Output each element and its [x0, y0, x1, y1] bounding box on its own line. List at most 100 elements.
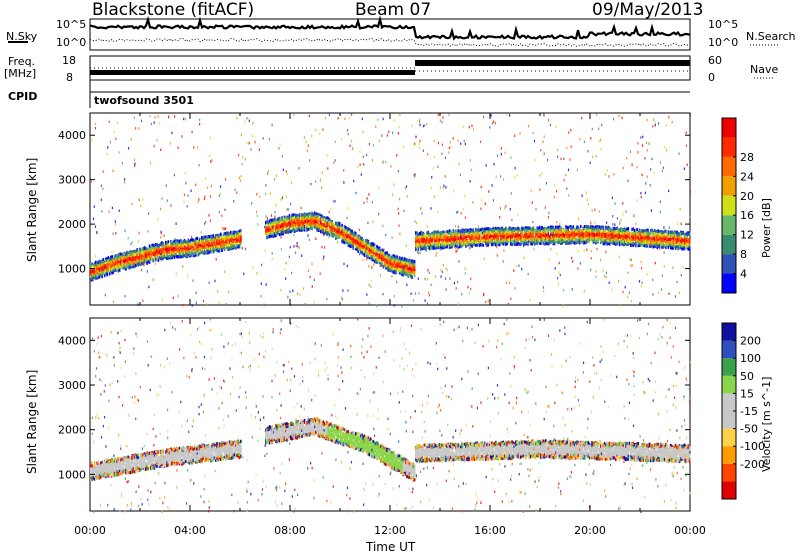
power-echo-cell — [93, 263, 96, 267]
power-echo-cell — [135, 256, 137, 259]
power-echo-cell — [200, 241, 202, 245]
nsearch-axis-bottom: 10^0 — [708, 36, 739, 49]
power-echo-cell — [110, 257, 112, 261]
power-echo-cell — [177, 255, 180, 259]
power-echo-cell — [186, 247, 188, 251]
power-echo-cell — [183, 254, 186, 258]
power-echo-cell — [102, 260, 105, 264]
power-echo-cell — [192, 242, 195, 245]
power-echo-cell — [156, 247, 158, 251]
power-echo-cell — [155, 243, 157, 246]
power-echo-cell — [180, 239, 182, 243]
power-echo-cell — [108, 272, 111, 276]
power-echo-cell — [182, 248, 185, 252]
power-echo-cell — [147, 248, 150, 252]
power-echo-cell — [418, 235, 421, 239]
power-echo-cell — [446, 245, 448, 249]
nsearch-axis-top: 10^5 — [708, 18, 739, 31]
power-echo-cell — [137, 256, 140, 260]
power-echo-cell — [150, 257, 152, 261]
power-echo-cell — [185, 247, 187, 251]
power-echo-cell — [113, 268, 116, 272]
power-echo-cell — [90, 271, 92, 275]
power-echo-cell — [111, 264, 113, 268]
power-echo-cell — [201, 242, 203, 245]
power-echo-cell — [190, 254, 192, 258]
power-echo-cell — [186, 243, 188, 247]
power-echo-cell — [120, 260, 122, 264]
power-echo-cell — [96, 265, 98, 269]
power-echo-cell — [157, 244, 160, 247]
power-echo-cell — [172, 254, 175, 258]
power-echo-cell — [192, 240, 195, 244]
power-echo-cell — [152, 258, 155, 262]
power-echo-cell — [170, 255, 172, 259]
power-echo-cell — [187, 248, 190, 252]
power-echo-cell — [161, 247, 163, 251]
power-echo-cell — [201, 240, 203, 244]
power-echo-cell — [132, 252, 135, 256]
power-echo-cell — [413, 260, 416, 264]
power-echo-cell — [136, 258, 138, 262]
power-echo-cell — [207, 249, 210, 253]
power-echo-cell — [240, 235, 242, 239]
power-echo-cell — [113, 267, 116, 271]
power-echo-cell — [186, 254, 188, 257]
power-echo-cell — [127, 256, 130, 260]
power-echo-cell — [140, 256, 142, 260]
power-echo-cell — [110, 267, 112, 271]
power-echo-cell — [133, 249, 136, 253]
power-echo-cell — [141, 259, 143, 263]
nsky-label: N.Sky — [6, 30, 38, 43]
power-echo-cell — [158, 243, 161, 247]
power-echo-cell — [197, 240, 200, 243]
power-echo-cell — [165, 241, 167, 244]
power-echo-cell — [156, 245, 158, 249]
power-echo-cell — [148, 251, 151, 255]
power-echo-cell — [90, 265, 92, 269]
power-echo-cell — [413, 274, 416, 278]
power-echo-cell — [142, 258, 145, 262]
power-echo-cell — [178, 251, 181, 255]
power-echo-cell — [93, 266, 96, 269]
power-echo-cell — [198, 247, 201, 251]
power-echo-cell — [206, 240, 208, 244]
power-echo-cell — [138, 262, 141, 266]
power-echo-cell — [150, 254, 152, 258]
power-echo-cell — [161, 250, 163, 254]
power-echo-cell — [125, 258, 127, 262]
power-echo-cell — [213, 242, 216, 245]
power-echo-cell — [106, 258, 108, 262]
power-echo-cell — [187, 240, 190, 244]
power-echo-cell — [148, 258, 151, 262]
power-echo-cell — [150, 248, 152, 251]
power-echo-cell — [191, 240, 193, 244]
power-echo-cell — [187, 238, 190, 242]
freq-axis-top: 18 — [62, 54, 76, 67]
power-echo-cell — [132, 250, 135, 254]
power-echo-cell — [205, 240, 207, 244]
power-echo-cell — [165, 242, 167, 246]
power-echo-cell — [171, 248, 173, 252]
power-echo-cell — [177, 252, 180, 255]
power-echo-cell — [208, 235, 211, 239]
power-echo-cell — [202, 241, 205, 245]
power-echo-cell — [167, 247, 170, 251]
power-echo-cell — [161, 253, 163, 257]
power-echo-cell — [122, 259, 125, 263]
power-echo-cell — [161, 256, 163, 260]
power-echo-cell — [162, 242, 165, 245]
power-echo-cell — [118, 265, 121, 269]
power-echo-cell — [178, 248, 181, 252]
power-echo-cell — [165, 256, 167, 259]
power-echo-cell — [203, 236, 206, 240]
power-echo-cell — [211, 242, 213, 246]
power-echo-cell — [193, 239, 196, 243]
power-echo-cell — [177, 245, 180, 249]
power-echo-cell — [128, 262, 131, 266]
power-echo-cell — [168, 247, 171, 250]
power-echo-cell — [133, 265, 136, 268]
power-echo-cell — [202, 251, 205, 255]
power-echo-cell — [192, 238, 195, 242]
